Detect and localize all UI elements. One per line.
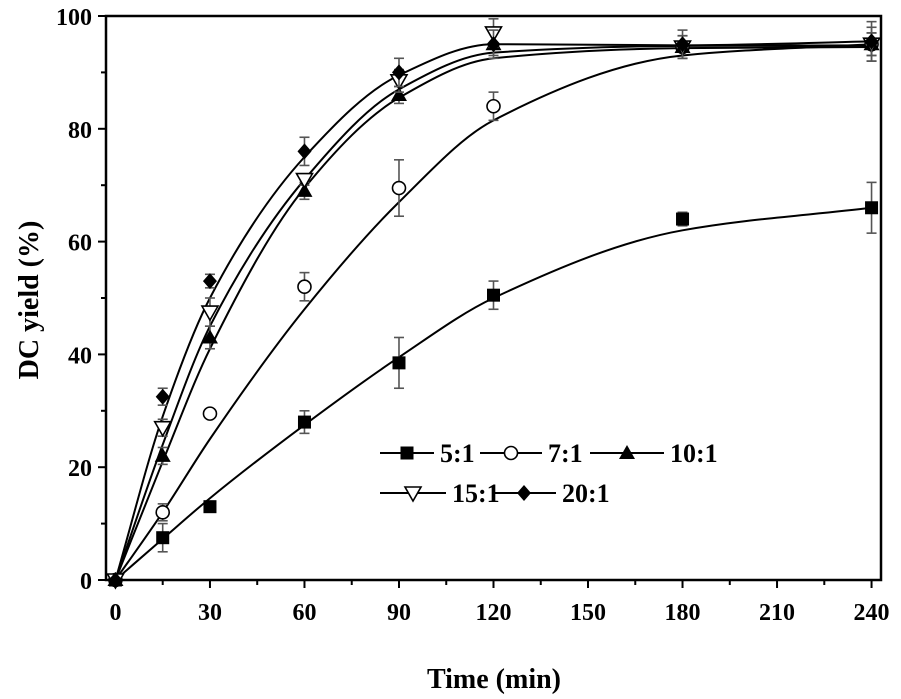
data-point-10-1 <box>296 182 313 197</box>
legend-label: 20:1 <box>562 479 610 508</box>
legend: 5:1 7:1 10:1 15:1 20:1 <box>380 439 718 508</box>
data-point-7-1 <box>486 98 501 114</box>
data-point-20-1 <box>675 36 690 53</box>
legend-marker <box>400 446 414 460</box>
legend-label: 5:1 <box>440 439 475 468</box>
data-point-5-1 <box>297 415 311 429</box>
x-tick-label: 120 <box>476 600 512 626</box>
data-point-20-1 <box>864 33 879 50</box>
legend-label: 15:1 <box>452 479 500 508</box>
data-point-5-1 <box>676 212 690 226</box>
data-point-5-1 <box>865 201 879 215</box>
data-point-10-1 <box>154 447 171 462</box>
x-tick-label: 60 <box>292 600 316 626</box>
y-tick-label: 60 <box>68 231 92 257</box>
data-point-15-1 <box>153 420 173 438</box>
legend-marker <box>619 445 635 459</box>
data-point-10-1 <box>390 86 407 101</box>
axes: 0 30 60 90 120 150 180 210 240 0 20 40 60 80 100 <box>56 5 890 626</box>
data-point-20-1 <box>202 273 217 290</box>
x-tick-label: 180 <box>665 600 701 626</box>
x-tick-label: 210 <box>759 600 795 626</box>
data-point-20-1 <box>155 388 170 405</box>
data-point-5-1 <box>156 531 170 545</box>
legend-marker <box>503 445 519 461</box>
data-point-15-1 <box>295 172 314 190</box>
data-point-7-1 <box>297 279 312 295</box>
plot-area <box>106 18 881 590</box>
data-point-20-1 <box>297 143 312 160</box>
y-tick-label: 20 <box>68 456 92 482</box>
data-point-7-1 <box>391 180 407 196</box>
legend-marker <box>517 485 531 501</box>
y-tick-label: 0 <box>80 569 92 595</box>
data-point-7-1 <box>155 505 171 520</box>
x-tick-label: 0 <box>109 600 121 626</box>
data-point-20-1 <box>486 36 501 53</box>
x-tick-label: 90 <box>387 600 411 626</box>
x-tick-label: 30 <box>198 600 222 626</box>
data-point-5-1 <box>203 500 217 514</box>
x-axis-title: Time (min) <box>427 664 561 695</box>
legend-label: 7:1 <box>548 439 583 468</box>
data-point-20-1 <box>391 64 406 81</box>
y-tick-label: 80 <box>68 118 92 144</box>
data-point-5-1 <box>487 288 500 302</box>
data-point-7-1 <box>202 406 218 421</box>
data-point-5-1 <box>392 356 406 370</box>
data-point-15-1 <box>200 305 220 322</box>
x-tick-label: 240 <box>854 600 890 626</box>
y-tick-label: 100 <box>56 5 92 31</box>
legend-marker <box>403 486 423 503</box>
legend-label: 10:1 <box>670 439 718 468</box>
y-tick-label: 40 <box>68 343 92 369</box>
x-tick-label: 150 <box>570 600 606 626</box>
data-point-10-1 <box>201 329 218 344</box>
y-axis-title: DC yield (%) <box>14 221 45 380</box>
